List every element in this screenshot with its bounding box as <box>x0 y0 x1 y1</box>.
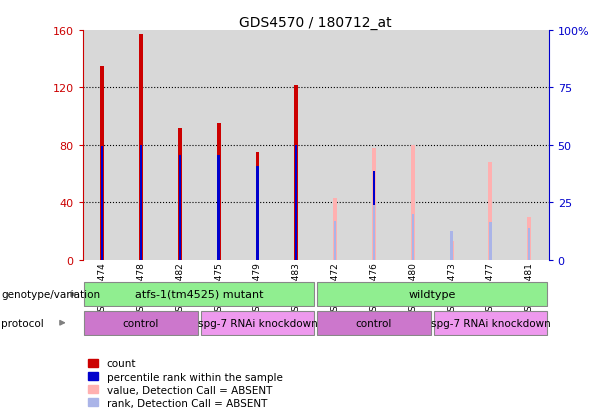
Bar <box>372 167 376 260</box>
Bar <box>432 31 471 260</box>
Bar <box>256 153 259 260</box>
Bar <box>373 171 375 260</box>
Bar <box>140 145 142 260</box>
Bar <box>295 145 297 260</box>
Bar <box>527 217 531 260</box>
Bar <box>434 311 547 335</box>
Bar <box>528 229 530 260</box>
Bar <box>238 31 277 260</box>
Text: genotype/variation: genotype/variation <box>1 290 101 299</box>
Bar <box>161 31 199 260</box>
Text: atfs-1(tm4525) mutant: atfs-1(tm4525) mutant <box>135 289 264 299</box>
Bar <box>101 147 104 260</box>
Bar <box>318 282 547 306</box>
Bar <box>85 311 197 335</box>
Bar <box>294 85 298 260</box>
Bar <box>333 199 337 260</box>
Title: GDS4570 / 180712_at: GDS4570 / 180712_at <box>240 16 392 30</box>
Bar <box>316 31 354 260</box>
Bar <box>394 31 432 260</box>
Legend: count, percentile rank within the sample, value, Detection Call = ABSENT, rank, : count, percentile rank within the sample… <box>88 358 283 408</box>
Text: wildtype: wildtype <box>408 289 456 299</box>
Bar <box>451 232 453 260</box>
Text: protocol: protocol <box>1 318 44 328</box>
Bar <box>334 221 337 260</box>
Bar <box>201 311 314 335</box>
Bar <box>101 67 104 260</box>
Bar <box>218 156 220 260</box>
Bar <box>318 311 430 335</box>
Text: control: control <box>123 318 159 328</box>
Bar <box>510 31 549 260</box>
Text: spg-7 RNAi knockdown: spg-7 RNAi knockdown <box>197 318 318 328</box>
Bar <box>178 128 181 260</box>
Bar <box>277 31 316 260</box>
Bar <box>139 35 143 260</box>
Bar <box>83 31 121 260</box>
Bar <box>373 206 375 260</box>
Bar <box>217 124 221 260</box>
Bar <box>121 31 161 260</box>
Text: spg-7 RNAi knockdown: spg-7 RNAi knockdown <box>430 318 550 328</box>
Bar <box>471 31 510 260</box>
Bar <box>489 163 492 260</box>
Bar <box>450 242 454 260</box>
Bar <box>372 148 376 260</box>
Bar <box>411 214 414 260</box>
Text: control: control <box>356 318 392 328</box>
Bar <box>178 156 181 260</box>
Bar <box>85 282 314 306</box>
Bar <box>199 31 238 260</box>
Bar <box>411 145 414 260</box>
Bar <box>256 167 259 260</box>
Bar <box>354 31 394 260</box>
Bar <box>489 223 492 260</box>
